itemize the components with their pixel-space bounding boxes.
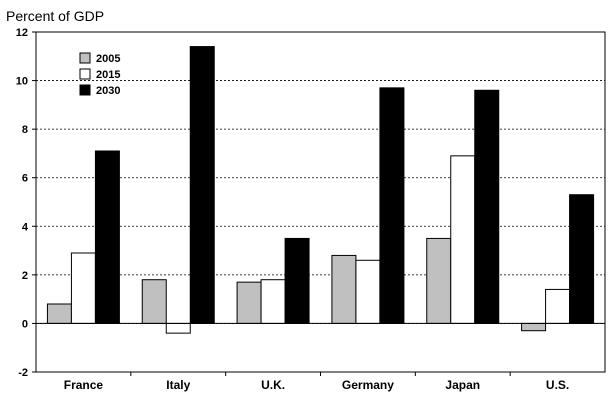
legend-label: 2005 xyxy=(96,53,120,65)
legend-swatch-2015 xyxy=(79,68,91,80)
legend-swatch-2030 xyxy=(79,84,91,96)
legend-label: 2030 xyxy=(96,85,120,97)
bar-2005-u-s xyxy=(521,322,547,332)
x-category-label: France xyxy=(64,378,104,392)
x-category-label: Germany xyxy=(342,378,394,392)
x-category-label: U.K. xyxy=(261,378,285,392)
bar-2015-italy xyxy=(165,322,191,334)
axes xyxy=(32,31,606,376)
y-tick-label: -2 xyxy=(18,367,28,379)
bar-2005-italy xyxy=(141,279,167,324)
y-tick-label: 8 xyxy=(22,124,28,136)
bar-2005-u-k xyxy=(236,281,262,324)
bar-2015-germany xyxy=(355,259,381,324)
y-tick-labels: -2 0 2 4 6 8 10 12 xyxy=(16,27,29,379)
bar-2030-u-k xyxy=(284,237,310,324)
legend-swatch-2005 xyxy=(79,52,91,64)
bar-2005-germany xyxy=(331,254,357,324)
y-tick-label: 6 xyxy=(22,173,28,185)
bar-2030-u-s xyxy=(569,194,595,324)
bar-2015-japan xyxy=(450,155,476,324)
legend: 2005 2015 2030 xyxy=(79,52,120,97)
bar-2030-germany xyxy=(379,87,405,324)
legend-label: 2015 xyxy=(96,69,120,81)
x-category-label: U.S. xyxy=(546,378,569,392)
y-tick-label: 4 xyxy=(22,221,29,233)
y-tick-label: 2 xyxy=(22,270,28,282)
bar-2015-france xyxy=(70,252,96,324)
y-tick-label: 10 xyxy=(16,76,28,88)
bar-2005-france xyxy=(46,303,72,324)
bar-2030-france xyxy=(94,150,120,324)
y-axis-label: Percent of GDP xyxy=(6,8,104,24)
x-category-label: Japan xyxy=(445,378,480,392)
x-category-labels: France Italy U.K. Germany Japan U.S. xyxy=(64,378,570,392)
bar-2030-italy xyxy=(189,46,215,324)
bar-2030-japan xyxy=(474,89,500,324)
y-tick-label: 0 xyxy=(22,318,28,330)
bar-2015-u-s xyxy=(545,288,571,324)
plot-frame xyxy=(35,31,606,373)
grid-lines xyxy=(36,80,605,324)
bar-2015-u-k xyxy=(260,279,286,324)
bars xyxy=(46,46,595,334)
y-tick-label: 12 xyxy=(16,27,28,39)
x-category-label: Italy xyxy=(166,378,190,392)
bar-2005-japan xyxy=(426,237,452,324)
